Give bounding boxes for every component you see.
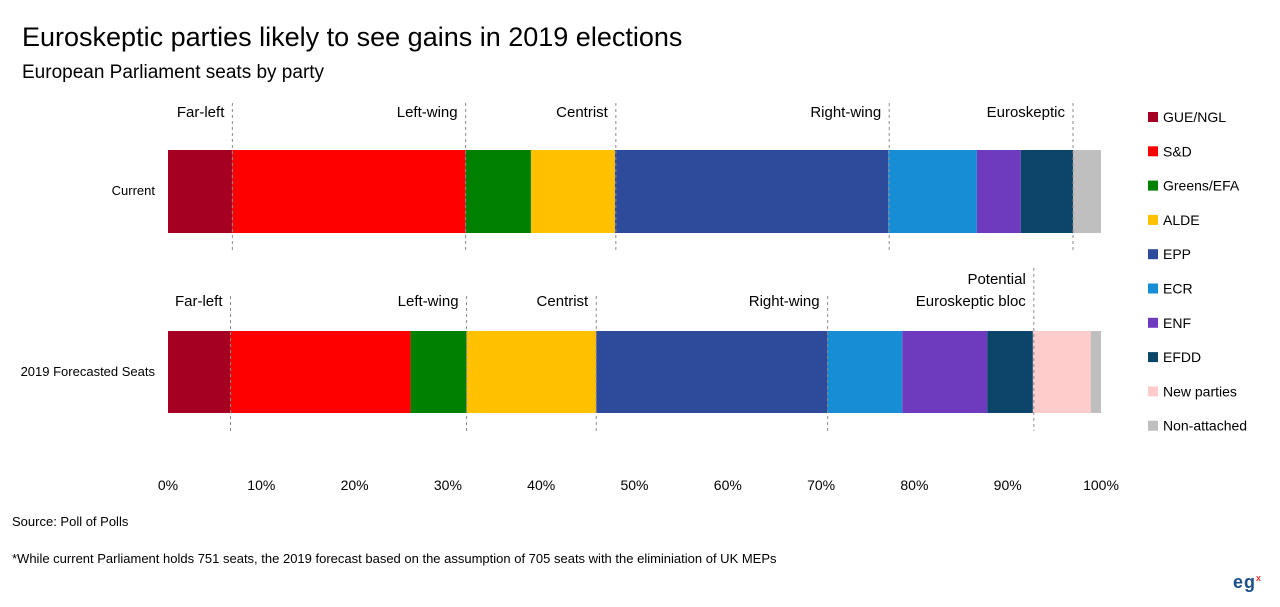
bar-segment [596,331,828,413]
legend-swatch [1148,112,1158,122]
chart-title: Euroskeptic parties likely to see gains … [22,22,683,52]
bloc-label: Centrist [537,293,590,310]
bar-segment [168,150,233,233]
x-tick-label: 10% [247,477,275,493]
legend-label: Non-attached [1163,418,1247,434]
legend-label: EFDD [1163,349,1201,365]
brand-logo: egx [1232,572,1262,592]
x-tick-label: 80% [900,477,928,493]
source-note: Source: Poll of Polls [12,514,129,529]
legend-swatch [1148,249,1158,260]
legend-label: New parties [1163,383,1237,399]
bar-segment [465,150,531,233]
bar-segment [410,331,467,413]
bar-segment [1090,331,1101,413]
category-label: Current [112,183,156,198]
legend-label: EPP [1163,246,1191,262]
bar-segment [1020,150,1074,233]
footnote: *While current Parliament holds 751 seat… [12,551,777,566]
bar-segment [902,331,988,413]
legend-swatch [1148,317,1158,328]
x-tick-label: 100% [1083,477,1119,493]
bar-segment [230,331,411,413]
legend-swatch [1148,386,1158,397]
bloc-label: Euroskeptic [987,104,1066,121]
x-tick-label: 20% [341,477,369,493]
bar-segment [530,150,615,233]
bar-segment [232,150,466,233]
category-label: 2019 Forecasted Seats [21,364,156,379]
bar-segment [976,150,1021,233]
bloc-label: Far-left [177,104,225,121]
legend-swatch [1148,180,1158,191]
bloc-label: Left-wing [397,104,458,121]
bar-segment [1032,331,1091,413]
bar-segment [168,331,231,413]
x-tick-label: 50% [620,477,648,493]
bloc-label: Right-wing [810,104,881,121]
bar-segment [1073,150,1101,233]
bloc-label: Euroskeptic bloc [916,293,1027,310]
legend-swatch [1148,214,1158,225]
bar-segment [888,150,977,233]
legend-label: ECR [1163,281,1193,297]
bar-segment [614,150,889,233]
legend-label: ENF [1163,315,1191,331]
bar-segment [827,331,903,413]
legend-label: Greens/EFA [1163,178,1240,194]
legend-swatch [1148,352,1158,363]
bloc-label: Right-wing [749,293,820,310]
bar-segment [466,331,597,413]
bar-segment [987,331,1033,413]
bloc-label: Centrist [556,104,609,121]
legend-swatch [1148,283,1158,294]
legend-label: GUE/NGL [1163,109,1226,125]
x-tick-label: 30% [434,477,462,493]
legend-label: ALDE [1163,212,1200,228]
legend-label: S&D [1163,143,1192,159]
legend-swatch [1148,420,1158,431]
x-tick-label: 90% [994,477,1022,493]
bloc-label: Potential [967,271,1025,288]
x-tick-label: 0% [158,477,178,493]
x-tick-label: 40% [527,477,555,493]
legend-swatch [1148,146,1158,157]
bloc-label: Left-wing [398,293,459,310]
chart-subtitle: European Parliament seats by party [22,62,325,83]
x-tick-label: 60% [714,477,742,493]
bloc-label: Far-left [175,293,223,310]
x-tick-label: 70% [807,477,835,493]
